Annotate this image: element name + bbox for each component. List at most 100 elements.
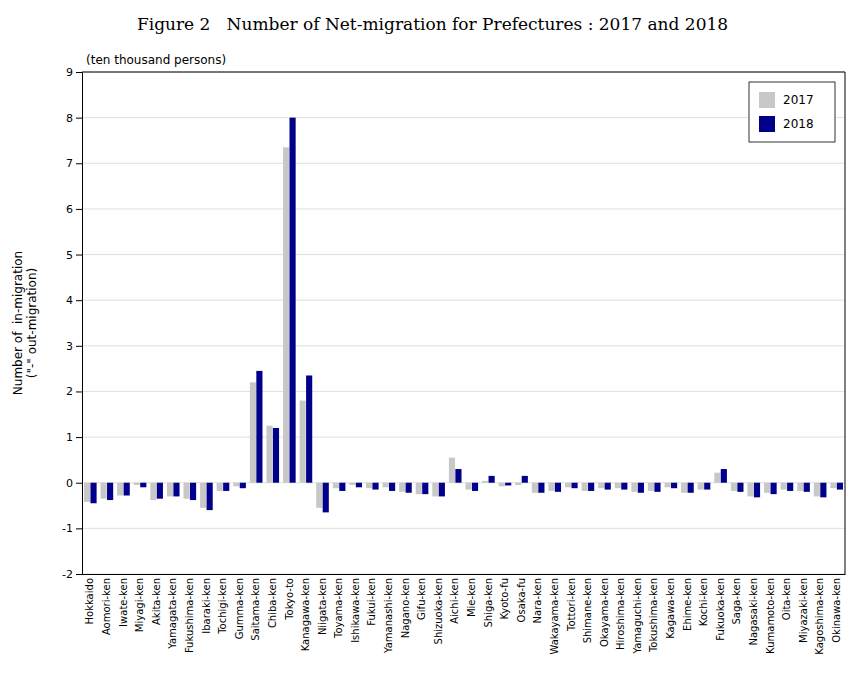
tick: 2 [66,385,82,398]
bar [698,483,704,490]
title: Figure 2 Number of Net-migration for Pre… [137,14,728,34]
tick: Tokushima-ken [648,578,659,653]
tick: Iwate-ken [118,578,129,627]
tick-label: 0 [66,477,73,490]
bar [366,483,372,488]
tick-label: Nagano-ken [400,578,411,638]
tick-label: Iwate-ken [118,578,129,627]
tick: Yamaguchi-ken [632,578,643,655]
bar [90,483,96,504]
bar [432,483,438,497]
grid-line [82,300,845,301]
bar [565,483,571,488]
bar [638,483,644,493]
tick-label: Fukui-ken [366,578,377,626]
tick-label: Yamanashi-ken [383,578,394,654]
grid-line [82,391,845,392]
bar [289,118,295,483]
grid-line [82,72,845,73]
bar [339,483,345,491]
bar [571,483,577,488]
tick-label: Yamaguchi-ken [632,578,643,655]
tick-label: Gifu-ken [416,578,427,620]
bar [349,483,355,485]
bar [654,483,660,492]
bar [422,483,428,494]
bar [240,483,246,488]
bar [256,371,262,483]
tick: Okayama-ken [599,578,610,647]
tick-mark [76,209,82,210]
tick-mark [76,163,82,164]
tick: Okinawa-ken [831,578,842,643]
tick-mark [76,574,82,575]
tick-label: Oita-ken [781,578,792,620]
tick-label: 9 [66,66,73,79]
tick: 3 [66,340,82,353]
tick: Shizuoka-ken [433,578,444,644]
bar [621,483,627,490]
tick: Gumma-ken [234,578,245,639]
bar [283,147,289,482]
bar [184,483,190,499]
tick-label: Toyama-ken [333,578,344,639]
bar [223,483,229,491]
legend-box [749,82,835,142]
bar [482,481,488,483]
grid-line [82,345,845,346]
tick: Niigata-ken [317,578,328,635]
tick: Saitama-ken [250,578,261,641]
bar [781,483,787,490]
bar [167,483,173,497]
chart: -2-10123456789HokkaidoAomori-kenIwate-ke… [0,0,865,682]
tick-label: Ibaraki-ken [201,578,212,634]
tick: Tokyo-to [284,578,295,621]
tick: Mie-ken [466,578,477,617]
bar [323,483,329,513]
bar [505,483,511,486]
tick-label: 8 [66,112,73,125]
tick: Akita-ken [151,578,162,625]
bar [124,483,130,496]
subtitle: (ten thousand persons) [86,53,226,67]
legend-item: 2017 [759,92,814,108]
tick-label: Mie-ken [466,578,477,617]
tick: -1 [62,522,82,535]
tick: Osaka-fu [516,578,527,622]
tick: Aomori-ken [101,578,112,635]
tick: -2 [62,568,82,581]
tick: Saga-ken [731,578,742,624]
bar [217,483,223,491]
bar [631,483,637,492]
tick-label: Gumma-ken [234,578,245,639]
series [84,147,837,508]
tick-label: Kagawa-ken [665,578,676,639]
y-axis-title-line: ("-" out-migration) [25,268,39,378]
bar [273,428,279,483]
tick-mark [76,300,82,301]
tick-label: Osaka-fu [516,578,527,622]
bar [306,375,312,482]
tick: Ibaraki-ken [201,578,212,634]
bar [588,483,594,491]
tick: 5 [66,249,82,262]
tick: Fukushima-ken [184,578,195,653]
bar [837,483,843,490]
bar [681,483,687,493]
tick-label: Chiba-ken [267,578,278,628]
bar [555,483,561,492]
tick: Miyagi-ken [134,578,145,632]
tick: 9 [66,66,82,79]
bar [173,483,179,497]
bar [532,483,538,493]
tick-label: 3 [66,340,73,353]
grid-line [82,437,845,438]
tick: Oita-ken [781,578,792,620]
y-axis-title: Number of in-migration("-" out-migration… [11,251,39,395]
tick: Shimane-ken [582,578,593,643]
bar [316,483,322,508]
bars [84,118,843,513]
bar [101,483,107,499]
tick: Fukuoka-ken [715,578,726,641]
axis-line [76,73,83,575]
